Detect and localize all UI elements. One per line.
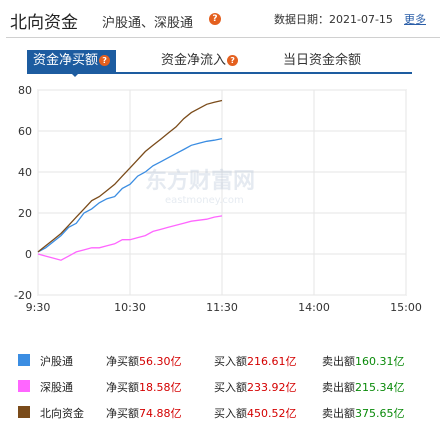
x-tick-label: 11:30 xyxy=(206,301,238,314)
help-icon[interactable]: ? xyxy=(227,55,239,66)
data-date: 数据日期：2021-07-15 xyxy=(274,13,393,26)
legend-name: 沪股通 xyxy=(40,355,73,368)
legend-row: 北向资金 净买额74.88亿 买入额450.52亿 卖出额375.65亿 xyxy=(14,400,434,426)
tab-underline xyxy=(27,72,412,74)
sell-label: 卖出额 xyxy=(322,381,355,394)
watermark-subtext: eastmoney.com xyxy=(165,195,244,206)
tab-net-inflow[interactable]: 资金净流入? xyxy=(161,50,239,72)
sell-amount: 卖出额160.31亿 xyxy=(322,353,405,369)
help-icon[interactable]: ? xyxy=(99,55,111,66)
legend-swatch xyxy=(18,380,30,392)
sell-value: 375.65亿 xyxy=(355,407,405,420)
net-buy-label: 净买额 xyxy=(106,381,139,394)
tab-net-buy[interactable]: 资金净买额? xyxy=(27,50,117,72)
more-link[interactable]: 更多 xyxy=(404,13,426,26)
y-tick-label: 80 xyxy=(18,84,32,97)
x-tick-label: 15:00 xyxy=(390,301,422,314)
page-title: 北向资金 xyxy=(10,13,78,33)
x-axis-labels: 9:30 10:30 11:30 14:00 15:00 xyxy=(26,301,422,314)
y-tick-label: 20 xyxy=(18,207,32,220)
buy-amount: 买入额233.92亿 xyxy=(214,379,297,395)
sell-label: 卖出额 xyxy=(322,355,355,368)
tab-net-buy-label: 资金净买额 xyxy=(33,53,99,68)
sell-amount: 卖出额375.65亿 xyxy=(322,405,405,421)
legend-swatch xyxy=(18,406,30,418)
sell-value: 160.31亿 xyxy=(355,355,405,368)
chart-grid xyxy=(37,89,407,296)
active-tab-pointer xyxy=(70,72,80,77)
y-tick-label: 60 xyxy=(18,125,32,138)
page-subtitle: 沪股通、深股通 xyxy=(102,16,194,31)
x-tick-label: 9:30 xyxy=(26,301,51,314)
tab-day-balance[interactable]: 当日资金余额 xyxy=(283,50,361,72)
series-line-深股通 xyxy=(37,215,223,261)
legend-name: 北向资金 xyxy=(40,407,84,420)
northbound-chart: 80 60 40 20 0 -20 9:30 10:30 11:30 14:00 15:00 东方… xyxy=(14,84,422,314)
legend-row: 深股通 净买额18.58亿 买入额233.92亿 卖出额215.34亿 xyxy=(14,374,434,400)
net-buy-value: 18.58亿 xyxy=(139,381,182,394)
buy-amount: 买入额450.52亿 xyxy=(214,405,297,421)
net-buy-label: 净买额 xyxy=(106,355,139,368)
series-line-沪股通 xyxy=(37,137,223,253)
net-buy: 净买额74.88亿 xyxy=(106,405,182,421)
x-tick-label: 14:00 xyxy=(298,301,330,314)
tab-day-balance-label: 当日资金余额 xyxy=(283,53,362,68)
help-icon[interactable]: ? xyxy=(209,13,221,25)
buy-amount: 买入额216.61亿 xyxy=(214,353,297,369)
legend-table: 沪股通 净买额56.30亿 买入额216.61亿 卖出额160.31亿 深股通 … xyxy=(14,348,434,426)
sell-label: 卖出额 xyxy=(322,407,355,420)
tab-net-inflow-label: 资金净流入 xyxy=(161,53,227,68)
sell-amount: 卖出额215.34亿 xyxy=(322,379,405,395)
legend-row: 沪股通 净买额56.30亿 买入额216.61亿 卖出额160.31亿 xyxy=(14,348,434,374)
y-tick-label: 40 xyxy=(18,166,32,179)
chart-series xyxy=(37,99,223,261)
header: 北向资金 沪股通、深股通 ? 数据日期：2021-07-15 更多 xyxy=(0,0,446,38)
net-buy: 净买额56.30亿 xyxy=(106,353,182,369)
series-line-北向资金 xyxy=(37,99,223,253)
x-tick-label: 10:30 xyxy=(114,301,146,314)
watermark: 东方财富网 eastmoney.com xyxy=(145,168,255,206)
watermark-text: 东方财富网 xyxy=(145,168,255,194)
buy-label: 买入额 xyxy=(214,355,247,368)
header-divider xyxy=(6,37,440,38)
legend-name: 深股通 xyxy=(40,381,73,394)
net-buy-value: 74.88亿 xyxy=(139,407,182,420)
buy-label: 买入额 xyxy=(214,381,247,394)
buy-value: 216.61亿 xyxy=(247,355,297,368)
buy-value: 233.92亿 xyxy=(247,381,297,394)
net-buy: 净买额18.58亿 xyxy=(106,379,182,395)
buy-label: 买入额 xyxy=(214,407,247,420)
legend-swatch xyxy=(18,354,30,366)
y-axis-labels: 80 60 40 20 0 -20 xyxy=(14,84,32,302)
sell-value: 215.34亿 xyxy=(355,381,405,394)
y-tick-label: -20 xyxy=(14,289,32,302)
net-buy-label: 净买额 xyxy=(106,407,139,420)
net-buy-value: 56.30亿 xyxy=(139,355,182,368)
y-tick-label: 0 xyxy=(25,248,32,261)
buy-value: 450.52亿 xyxy=(247,407,297,420)
